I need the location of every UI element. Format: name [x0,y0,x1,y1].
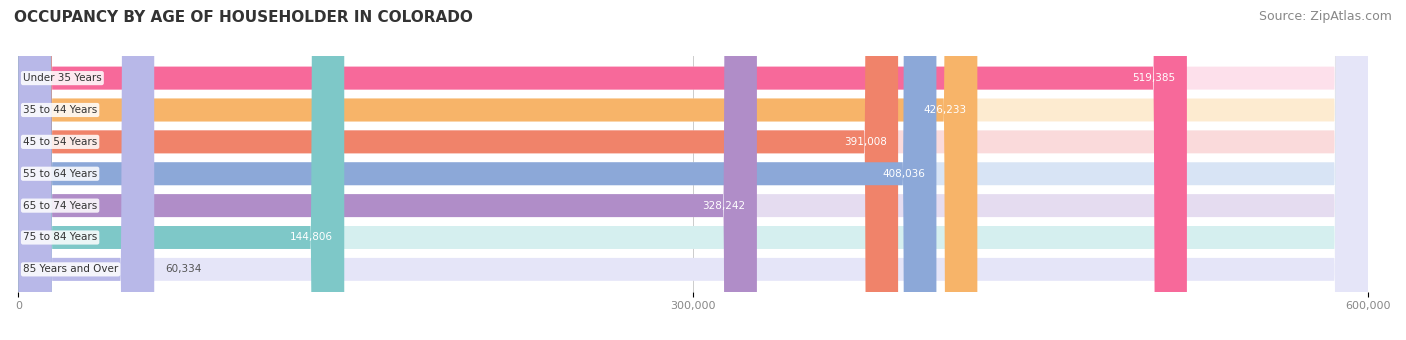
Text: 328,242: 328,242 [703,201,745,210]
Text: 75 to 84 Years: 75 to 84 Years [22,233,97,242]
FancyBboxPatch shape [18,0,344,340]
Text: 65 to 74 Years: 65 to 74 Years [22,201,97,210]
Text: Source: ZipAtlas.com: Source: ZipAtlas.com [1258,10,1392,23]
FancyBboxPatch shape [18,0,1368,340]
Text: 45 to 54 Years: 45 to 54 Years [22,137,97,147]
Text: 144,806: 144,806 [290,233,333,242]
FancyBboxPatch shape [18,0,898,340]
FancyBboxPatch shape [18,0,936,340]
Text: 408,036: 408,036 [883,169,925,179]
FancyBboxPatch shape [18,0,1368,340]
Text: 55 to 64 Years: 55 to 64 Years [22,169,97,179]
Text: 426,233: 426,233 [922,105,966,115]
Text: Under 35 Years: Under 35 Years [22,73,101,83]
Text: 519,385: 519,385 [1132,73,1175,83]
Text: 391,008: 391,008 [844,137,887,147]
FancyBboxPatch shape [18,0,155,340]
Text: 35 to 44 Years: 35 to 44 Years [22,105,97,115]
Text: OCCUPANCY BY AGE OF HOUSEHOLDER IN COLORADO: OCCUPANCY BY AGE OF HOUSEHOLDER IN COLOR… [14,10,472,25]
Text: 85 Years and Over: 85 Years and Over [22,265,118,274]
FancyBboxPatch shape [18,0,1187,340]
FancyBboxPatch shape [18,0,1368,340]
FancyBboxPatch shape [18,0,977,340]
FancyBboxPatch shape [18,0,1368,340]
FancyBboxPatch shape [18,0,756,340]
Text: 60,334: 60,334 [166,265,202,274]
FancyBboxPatch shape [18,0,1368,340]
FancyBboxPatch shape [18,0,1368,340]
FancyBboxPatch shape [18,0,1368,340]
